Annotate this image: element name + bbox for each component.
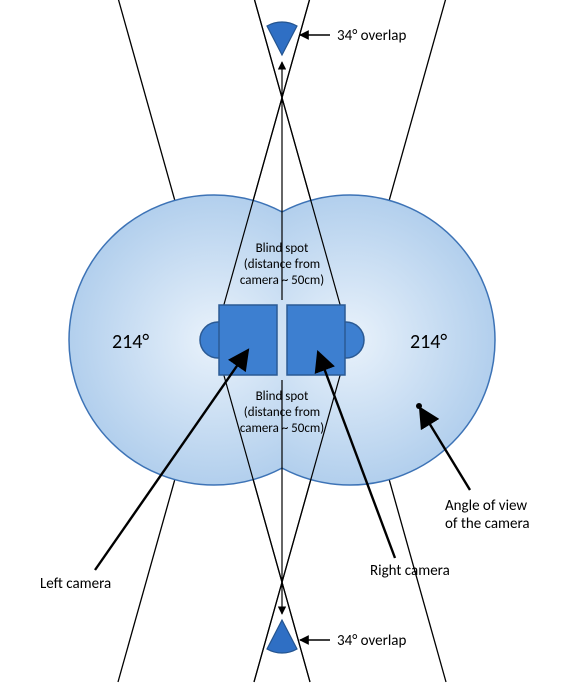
right-camera-body bbox=[287, 305, 345, 375]
angle-of-view-dot bbox=[416, 403, 422, 409]
top-overlap-wedge bbox=[267, 22, 297, 55]
svg-text:Angle of view: Angle of view bbox=[445, 497, 527, 515]
svg-text:Blind spot: Blind spot bbox=[256, 241, 309, 256]
svg-text:of the camera: of the camera bbox=[445, 515, 530, 533]
bottom-overlap-label: 34° overlap bbox=[337, 632, 406, 650]
svg-text:(distance from: (distance from bbox=[244, 257, 320, 272]
bottom-overlap-wedge bbox=[267, 620, 297, 653]
right-camera-label: Right camera bbox=[370, 562, 450, 580]
left-camera-body bbox=[219, 305, 277, 375]
left-fov-label: 214° bbox=[112, 330, 149, 354]
right-fov-label: 214° bbox=[410, 330, 447, 354]
svg-text:Blind spot: Blind spot bbox=[256, 389, 309, 404]
top-overlap-label: 34° overlap bbox=[337, 27, 406, 45]
left-camera-label: Left camera bbox=[40, 575, 111, 593]
svg-text:camera ~ 50cm): camera ~ 50cm) bbox=[240, 421, 324, 436]
angle-of-view-label: Angle of view of the camera bbox=[445, 497, 530, 533]
svg-text:camera ~ 50cm): camera ~ 50cm) bbox=[240, 273, 324, 288]
svg-text:(distance from: (distance from bbox=[244, 405, 320, 420]
